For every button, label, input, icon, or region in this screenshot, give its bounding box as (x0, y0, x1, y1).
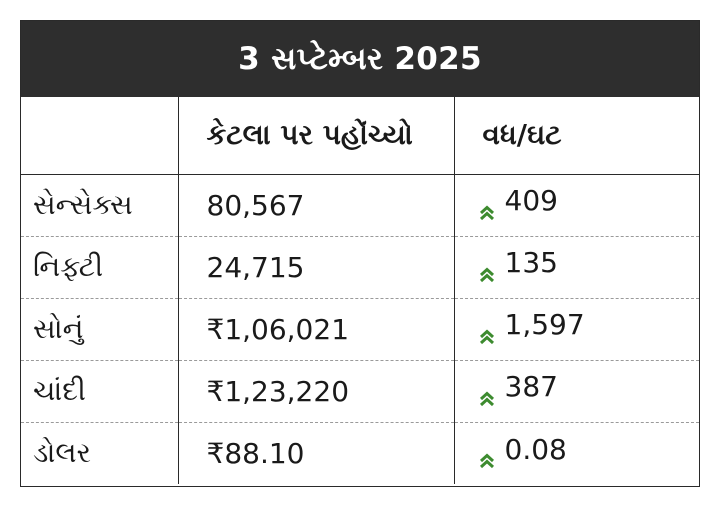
table-row: ચાંદી ₹1,23,220 387 (21, 360, 699, 423)
double-chevron-up-icon (479, 195, 495, 220)
row-name: ડોલર (33, 436, 92, 470)
column-header-value: કેટલા પર પહોંચ્યો (177, 97, 454, 175)
row-value: ₹88.10 (177, 422, 454, 484)
table-row: નિફ્ટી 24,715 135 (21, 236, 699, 299)
change-wrap: 135 (479, 246, 558, 282)
row-change: 387 (504, 370, 558, 404)
row-change-cell: 0.08 (453, 422, 699, 484)
row-change: 409 (504, 184, 558, 218)
change-wrap: 1,597 (479, 308, 585, 344)
double-chevron-up-icon (479, 319, 495, 344)
row-value: 80,567 (177, 174, 454, 237)
row-change-cell: 1,597 (453, 298, 699, 361)
double-chevron-up-icon (479, 381, 495, 406)
row-value: 24,715 (177, 236, 454, 299)
table-row: ડોલર ₹88.10 0.08 (21, 422, 699, 484)
table-row: સેન્સેક્સ 80,567 409 (21, 174, 699, 237)
row-name: સોનું (21, 298, 178, 361)
row-change-cell: 135 (453, 236, 699, 299)
row-change: 135 (504, 246, 558, 280)
market-table: કેટલા પર પહોંચ્યો વધ/ઘટ સેન્સેક્સ 80,567 4… (21, 97, 699, 484)
header-row: કેટલા પર પહોંચ્યો વધ/ઘટ (21, 97, 699, 175)
row-value: ₹1,06,021 (177, 298, 454, 361)
row-change: 0.08 (504, 432, 567, 466)
double-chevron-up-icon (479, 443, 495, 469)
row-change: 1,597 (504, 308, 585, 342)
table-title: 3 સપ્ટેમ્બર 2025 (21, 21, 699, 97)
row-name: સેન્સેક્સ (21, 174, 178, 237)
row-change-cell: 387 (453, 360, 699, 423)
change-wrap: 0.08 (479, 432, 567, 469)
row-name: ચાંદી (21, 360, 178, 423)
change-wrap: 409 (479, 184, 558, 220)
double-chevron-up-icon (479, 257, 495, 282)
change-wrap: 387 (479, 370, 558, 406)
row-change-cell: 409 (453, 174, 699, 237)
row-value: ₹1,23,220 (177, 360, 454, 423)
column-header-change: વધ/ઘટ (453, 97, 699, 175)
column-header-name (21, 97, 178, 175)
table-row: સોનું ₹1,06,021 1,597 (21, 298, 699, 361)
market-summary-card: 3 સપ્ટેમ્બર 2025 કેટલા પર પહોંચ્યો વધ/ઘટ… (20, 20, 700, 487)
row-name: નિફ્ટી (21, 236, 178, 299)
